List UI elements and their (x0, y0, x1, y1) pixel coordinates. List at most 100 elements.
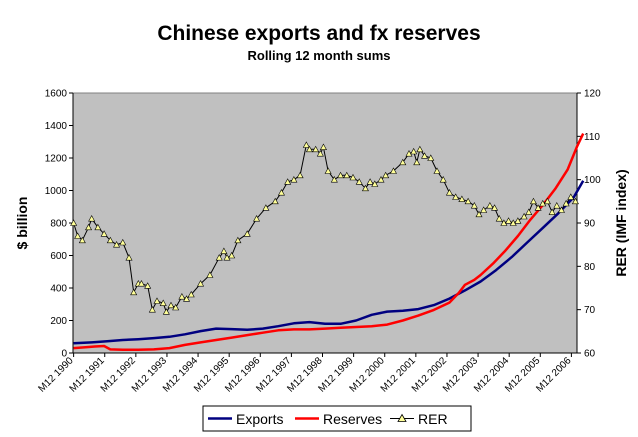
series-point-rer (458, 195, 466, 202)
series-point-rer (337, 171, 345, 179)
series-point-rer (253, 215, 261, 222)
legend-marker-rer (397, 413, 407, 422)
series-point-rer (520, 212, 528, 220)
series-point-rer (567, 193, 575, 200)
series-point-rer (271, 197, 279, 205)
series-point-rer (553, 202, 561, 209)
series-point-rer (94, 223, 102, 231)
chart-subtitle: Rolling 12 month sums (247, 48, 390, 63)
plot-area (72, 92, 578, 354)
series-point-rer (312, 145, 320, 153)
series-point-rer (290, 176, 298, 183)
legend-box (202, 405, 472, 432)
y-tick-left-label: 600 (50, 251, 67, 262)
series-point-rer (215, 254, 223, 261)
series-point-rer (500, 219, 508, 226)
series-point-rer (543, 197, 551, 205)
series-point-rer (416, 145, 424, 153)
legend-label-rer: RER (418, 411, 448, 427)
series-point-rer (405, 150, 413, 157)
series-point-rer (137, 280, 145, 287)
series-point-rer (525, 208, 533, 215)
series-point-rer (74, 232, 82, 239)
legend-item-rer: RER (390, 411, 448, 427)
series-point-rer (223, 254, 231, 261)
series-line-reserves (73, 133, 585, 352)
series-layer (70, 133, 585, 352)
series-point-rer (413, 158, 421, 166)
y-tick-left-label: 1000 (45, 186, 68, 197)
chart-title: Chinese exports and fx reserves (157, 22, 480, 45)
right-axis: 60 70 80 90 100 110 120 (576, 89, 601, 360)
series-point-rer (324, 167, 332, 174)
series-point-rer (228, 251, 236, 259)
y-tick-left-label: 0 (61, 349, 67, 360)
series-exports (73, 180, 585, 345)
series-point-rer (167, 301, 175, 309)
series-point-rer (302, 141, 310, 148)
series-point-rer (284, 178, 292, 185)
series-point-rer (480, 206, 488, 213)
left-axis: 0 200 400 600 800 1000 1200 1400 1600 (45, 89, 74, 360)
series-point-rer (187, 290, 195, 298)
series-point-rer (153, 297, 161, 304)
series-point-rer (243, 230, 251, 237)
series-point-rer (382, 171, 390, 179)
series-point-rer (470, 202, 478, 209)
series-point-rer (88, 215, 96, 222)
series-point-rer (464, 197, 472, 205)
series-point-rer (319, 143, 327, 150)
series-point-rer (162, 308, 170, 315)
legend: Exports Reserves RER (202, 405, 472, 432)
y-tick-left-label: 1600 (45, 89, 68, 100)
series-point-rer (172, 303, 180, 311)
y-tick-left-label: 800 (50, 219, 67, 230)
series-point-rer (148, 306, 156, 313)
series-point-rer (78, 236, 86, 244)
series-reserves (73, 133, 585, 352)
series-point-rer (399, 158, 407, 166)
y-tick-right-label: 120 (584, 89, 601, 100)
series-point-rer (113, 241, 121, 248)
series-point-rer (421, 152, 429, 159)
y-tick-right-label: 70 (584, 305, 596, 316)
series-point-rer (125, 254, 133, 261)
series-point-rer (183, 295, 191, 302)
series-point-rer (305, 145, 313, 153)
series-point-rer (330, 176, 338, 183)
series-point-rer (119, 238, 127, 246)
legend-item-reserves: Reserves (295, 411, 382, 427)
y-tick-left-label: 200 (50, 316, 67, 327)
series-point-rer (178, 293, 186, 300)
series-point-rer (539, 199, 547, 207)
series-point-rer (495, 215, 503, 222)
y-tick-right-label: 90 (584, 219, 596, 230)
series-point-rer (534, 204, 542, 211)
series-point-rer (100, 230, 108, 237)
series-point-rer (439, 176, 447, 183)
series-point-rer (475, 210, 483, 218)
series-point-rer (220, 247, 228, 254)
series-point-rer (410, 147, 418, 155)
series-point-rer (529, 197, 537, 205)
series-point-rer (491, 204, 499, 211)
series-point-rer (262, 204, 270, 211)
legend-item-exports: Exports (208, 411, 283, 427)
series-point-rer (316, 150, 324, 157)
series-point-rer (514, 217, 522, 224)
y-tick-right-label: 80 (584, 262, 596, 273)
y-tick-left-label: 1400 (45, 121, 68, 132)
series-point-rer (70, 219, 78, 226)
series-point-rer (234, 236, 242, 244)
series-point-rer (509, 219, 517, 226)
series-point-rer (355, 178, 363, 185)
y-tick-right-label: 100 (584, 175, 601, 186)
series-point-rer (557, 206, 565, 213)
series-point-rer (349, 173, 357, 181)
series-point-rer (130, 288, 138, 296)
y-axis-left-title: $ billion (14, 197, 30, 250)
series-point-rer (427, 154, 435, 161)
series-point-rer (197, 280, 205, 287)
